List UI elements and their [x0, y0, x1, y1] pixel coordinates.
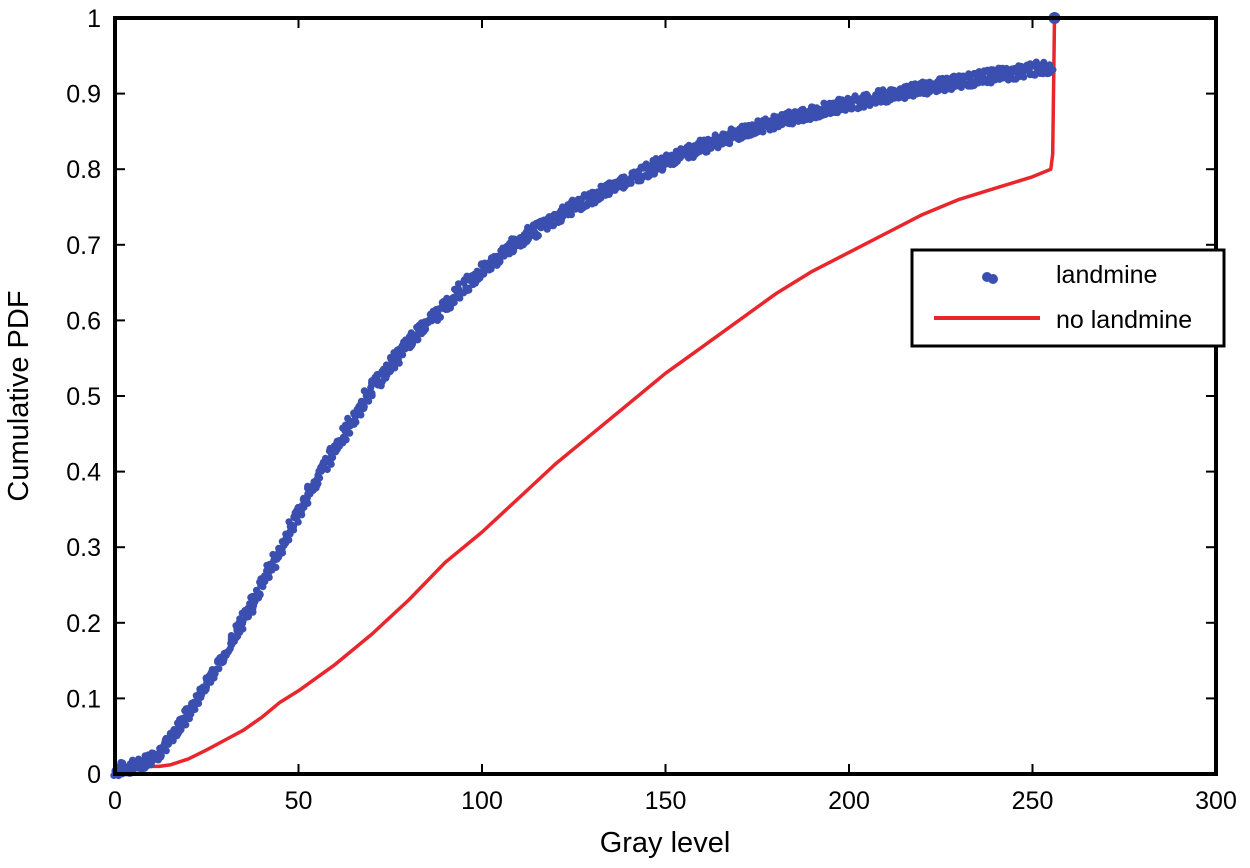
series-point-landmine	[533, 231, 541, 239]
series-point-landmine	[342, 436, 350, 444]
series-point-landmine	[182, 721, 190, 729]
series-point-landmine	[312, 482, 320, 490]
y-tick-label: 0.3	[66, 534, 101, 562]
series-point-landmine	[568, 198, 576, 206]
series-point-landmine	[913, 81, 921, 90]
x-tick-label: 100	[461, 787, 503, 815]
x-tick-label: 0	[108, 787, 122, 815]
series-point-landmine	[316, 474, 324, 482]
series-point-landmine	[294, 518, 302, 526]
series-point-landmine	[260, 578, 268, 586]
series-point-landmine	[272, 563, 280, 572]
series-point-landmine	[299, 504, 307, 512]
y-tick-label: 0.5	[66, 383, 101, 411]
series-point-landmine	[464, 284, 472, 292]
legend-label-no-landmine: no landmine	[1056, 306, 1192, 334]
series-point-landmine	[278, 549, 286, 557]
x-tick-label: 150	[645, 787, 687, 815]
series-point-landmine	[157, 752, 165, 760]
series-point-landmine	[759, 128, 767, 136]
series-point-landmine	[360, 403, 368, 411]
x-tick-label: 50	[285, 787, 313, 815]
series-point-landmine	[256, 591, 264, 599]
x-tick-label: 250	[1012, 787, 1054, 815]
series-point-landmine	[365, 397, 373, 405]
series-point-landmine	[329, 453, 337, 461]
y-tick-label: 0.6	[66, 307, 101, 335]
series-point-landmine	[162, 747, 170, 755]
y-axis-title: Cumulative PDF	[3, 290, 35, 501]
y-tick-label: 1	[87, 5, 101, 33]
series-point-landmine	[421, 325, 430, 333]
y-tick-label: 0.2	[66, 610, 101, 638]
y-tick-label: 0.7	[66, 232, 101, 260]
series-point-landmine	[537, 223, 545, 232]
series-point-landmine	[194, 699, 203, 708]
y-tick-label: 0.9	[66, 81, 101, 109]
y-tick-label: 0.8	[66, 156, 101, 184]
series-point-landmine	[350, 417, 358, 425]
series-point-landmine	[290, 522, 298, 530]
series-point-landmine	[435, 312, 443, 320]
y-tick-label: 0.1	[66, 685, 101, 713]
series-point-landmine	[399, 351, 407, 359]
series-point-landmine	[343, 428, 351, 436]
series-point-landmine	[280, 541, 288, 550]
plot-area: 0 50 100 150 200 250 300 0 0.1 0.2 0.3 0.4 0.5 0.6 0.7…	[66, 5, 1237, 815]
series-point-landmine	[367, 391, 375, 399]
series-point-landmine	[202, 685, 210, 694]
legend-label-landmine: landmine	[1056, 261, 1157, 289]
series-layer	[110, 12, 1061, 780]
legend: landmine no landmine	[910, 248, 1226, 348]
y-tick-label: 0	[87, 761, 101, 789]
series-point-landmine	[627, 179, 635, 187]
series-line-no-landmine	[115, 17, 1057, 769]
series-point-landmine	[285, 518, 293, 526]
ticks-layer: 0 50 100 150 200 250 300 0 0.1 0.2 0.3 0.4 0.5 0.6 0.7…	[66, 5, 1237, 815]
series-point-landmine	[1020, 73, 1028, 81]
series-point-landmine	[1046, 61, 1054, 69]
series-point-landmine	[215, 665, 223, 673]
series-point-landmine	[549, 222, 557, 230]
x-tick-label: 200	[828, 787, 870, 815]
series-point-landmine	[959, 72, 967, 80]
series-point-landmine	[323, 465, 331, 474]
legend-marker-landmine-2	[988, 274, 998, 284]
series-point-landmine	[567, 211, 576, 219]
series-point-landmine	[306, 490, 314, 498]
y-tick-label: 0.4	[66, 459, 101, 487]
series-point-landmine	[408, 336, 416, 344]
series-point-landmine	[285, 536, 293, 544]
series-point-landmine	[496, 257, 504, 265]
x-tick-label: 300	[1195, 787, 1237, 815]
series-point-landmine	[414, 336, 422, 344]
series-point-landmine	[250, 598, 258, 606]
series-point-landmine	[239, 625, 247, 633]
legend-box	[910, 248, 1226, 348]
series-point-landmine	[394, 355, 402, 363]
x-axis-title: Gray level	[600, 827, 731, 859]
series-point-landmine	[302, 496, 310, 504]
